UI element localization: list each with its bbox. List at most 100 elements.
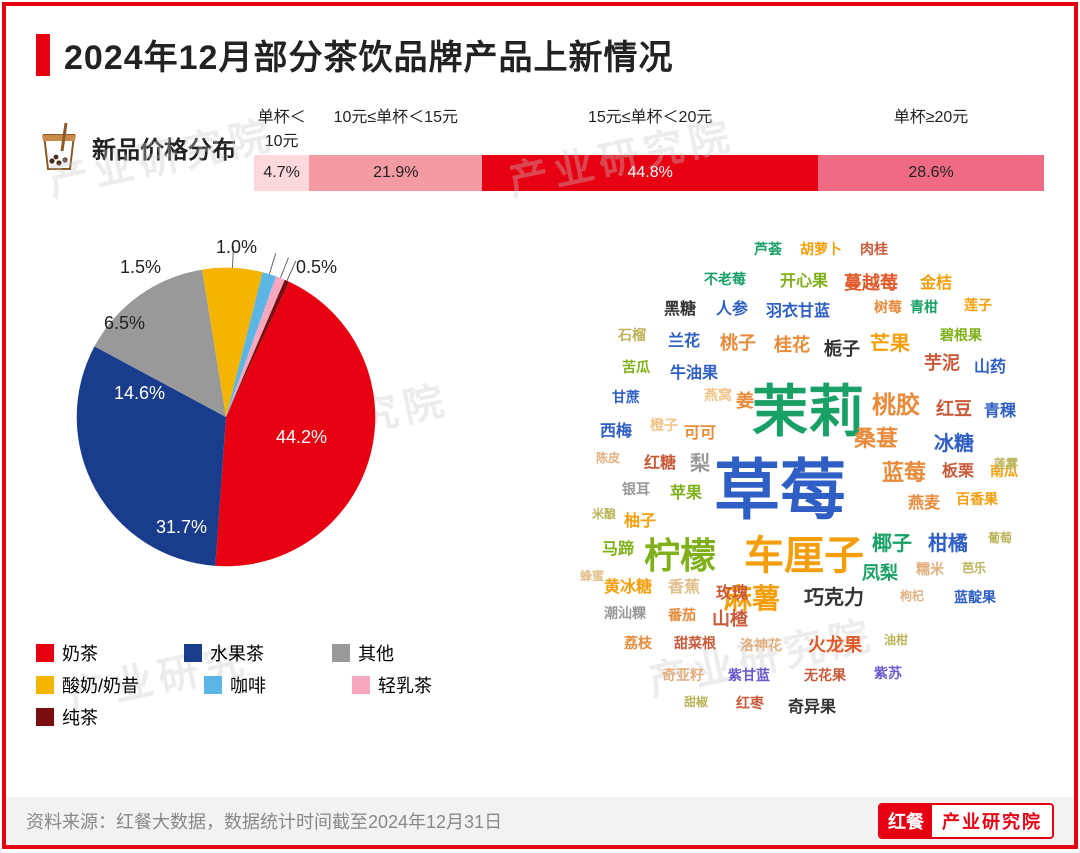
legend-swatch [184,644,202,662]
wordcloud-word: 火龙果 [808,631,862,657]
wordcloud-word: 冰糖 [934,427,974,456]
wordcloud-word: 百香果 [956,489,998,509]
wordcloud-word: 枸杞 [900,587,924,604]
wordcloud-word: 羽衣甘蓝 [766,297,830,321]
wordcloud-word: 陈皮 [596,449,620,466]
title-text: 2024年12月部分茶饮品牌产品上新情况 [64,30,673,79]
legend-label: 轻乳茶 [378,672,432,698]
report-card: 产业研究院产业研究院业研究院产业研究院产业研究 2024年12月部分茶饮品牌产品… [2,2,1078,849]
legend-swatch [36,676,54,694]
wordcloud-word: 凤梨 [862,559,898,585]
legend-label: 水果茶 [210,640,264,666]
pie-slice-label: 1.5% [120,257,161,278]
brand-badge-left: 红餐 [880,804,932,838]
wordcloud-word: 椰子 [872,527,912,556]
wordcloud-word: 甘蔗 [612,387,640,407]
legend-swatch [352,676,370,694]
wordcloud-word: 胡萝卜 [800,239,842,259]
wordcloud-word: 桂花 [774,331,810,357]
wordcloud-word: 芦荟 [754,239,782,259]
legend-swatch [204,676,222,694]
price-segment: 21.9% [309,155,482,191]
wordcloud-column: 草莓茉莉车厘子柠檬麻薯桃胶桑葚蓝莓冰糖红豆青稞芒果芋泥山药碧根果青柑树莓莲子金桔… [484,227,1044,747]
price-dist-label: 新品价格分布 [92,130,236,165]
legend-swatch [36,708,54,726]
price-dist-bar: 单杯＜10元10元≤单杯＜15元15元≤单杯＜20元单杯≥20元 4.7%21.… [254,103,1044,191]
wordcloud-word: 板栗 [942,457,974,481]
wordcloud-word: 青柑 [910,297,938,317]
wordcloud-word: 橙子 [650,415,678,435]
price-segment: 4.7% [254,155,309,191]
pie-slice-label: 31.7% [156,517,207,538]
price-header: 单杯＜10元 [254,103,309,151]
legend-swatch [36,644,54,662]
legend-item: 酸奶/奶昔 [36,672,176,698]
legend-item: 轻乳茶 [352,672,472,698]
wordcloud-word: 无花果 [804,665,846,685]
wordcloud-word: 梨 [690,447,710,476]
wordcloud-word: 姜 [736,387,754,413]
price-header: 10元≤单杯＜15元 [309,103,482,151]
wordcloud-word: 车厘子 [744,523,864,581]
footer-bar: 资料来源：红餐大数据，数据统计时间截至2024年12月31日 红餐 产业研究院 [6,797,1074,845]
wordcloud-word: 马蹄 [602,535,634,559]
wordcloud-word: 苦瓜 [622,357,650,377]
wordcloud-word: 番茄 [668,605,696,625]
wordcloud-word: 芭乐 [962,559,986,576]
wordcloud-word: 兰花 [668,327,700,351]
wordcloud-word: 西梅 [600,417,632,441]
title-accent-bar [36,34,50,76]
wordcloud-word: 青稞 [984,397,1016,421]
price-distribution-row: 新品价格分布 单杯＜10元10元≤单杯＜15元15元≤单杯＜20元单杯≥20元 … [6,89,1074,197]
price-header: 15元≤单杯＜20元 [482,103,818,151]
wordcloud-word: 荔枝 [624,633,652,653]
source-text: 资料来源：红餐大数据，数据统计时间截至2024年12月31日 [26,808,502,834]
wordcloud-word: 肉桂 [860,239,888,259]
wordcloud-word: 紫苏 [874,663,902,683]
wordcloud-word: 开心果 [780,267,828,291]
pie-chart-column: 44.2%31.7%14.6%6.5%1.5%1.0%0.5% 奶茶水果茶其他酸… [36,227,484,747]
wordcloud-word: 甜菜根 [674,633,716,653]
wordcloud-word: 桃胶 [872,385,920,420]
wordcloud-word: 柚子 [624,507,656,531]
wordcloud-word: 人参 [716,295,748,319]
legend-item: 奶茶 [36,640,156,666]
wordcloud-word: 草莓 [714,437,846,533]
pie-slice-label: 14.6% [114,383,165,404]
legend-item: 其他 [332,640,452,666]
pie-slice-label: 1.0% [216,237,257,258]
wordcloud-word: 甜椒 [684,693,708,710]
wordcloud-word: 树莓 [874,297,902,317]
wordcloud-word: 芒果 [870,327,910,356]
wordcloud-word: 石榴 [618,325,646,345]
wordcloud-word: 潮汕粿 [604,603,646,623]
wordcloud-word: 米酿 [592,505,616,522]
wordcloud-word: 紫甘蓝 [728,665,770,685]
legend-label: 奶茶 [62,640,98,666]
boba-cup-icon [36,121,82,173]
wordcloud-word: 葡萄 [988,529,1012,546]
wordcloud-word: 牛油果 [670,359,718,383]
pie-legend: 奶茶水果茶其他酸奶/奶昔咖啡轻乳茶纯茶 [36,612,484,730]
wordcloud-word: 红枣 [736,693,764,713]
title-row: 2024年12月部分茶饮品牌产品上新情况 [6,6,1074,89]
wordcloud-word: 洛神花 [740,635,782,655]
wordcloud-word: 茉莉 [752,367,864,448]
wordcloud-word: 玫瑰 [716,579,748,603]
legend-label: 纯茶 [62,704,98,730]
wordcloud-word: 红糖 [644,449,676,473]
wordcloud-word: 奇亚籽 [662,665,704,685]
wordcloud-word: 蓝莓 [882,455,926,487]
wordcloud-word: 红豆 [936,395,972,421]
wordcloud-word: 莲雾 [994,455,1018,472]
wordcloud-word: 栀子 [824,335,860,361]
wordcloud-word: 不老莓 [704,269,746,289]
wordcloud-word: 金桔 [920,269,952,293]
wordcloud-word: 山楂 [712,605,748,631]
wordcloud-word: 柠檬 [644,527,716,579]
wordcloud-word: 桑葚 [854,421,898,453]
wordcloud-word: 山药 [974,353,1006,377]
wordcloud-word: 苹果 [670,479,702,503]
pie-slice-label: 6.5% [104,313,145,334]
wordcloud-word: 蔓越莓 [844,269,898,295]
